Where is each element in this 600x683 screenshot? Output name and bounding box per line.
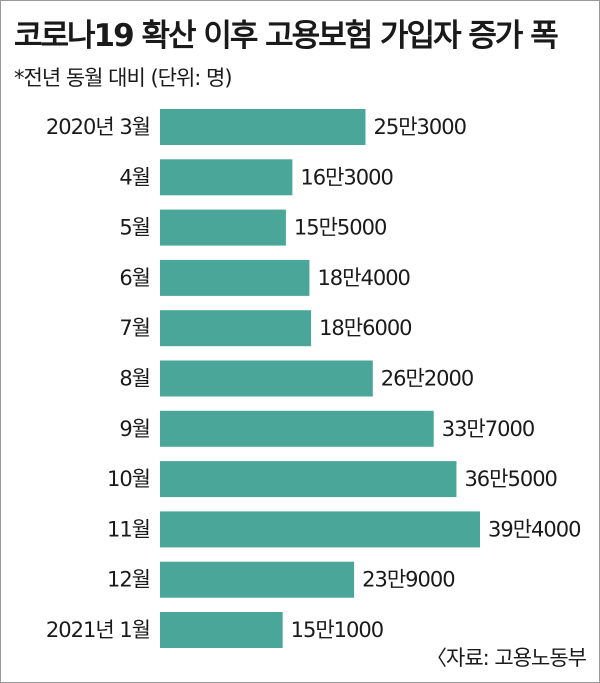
category-label: 7월 bbox=[119, 316, 150, 340]
value-label: 18만6000 bbox=[319, 316, 412, 340]
bar bbox=[160, 209, 286, 246]
bar bbox=[160, 511, 480, 548]
value-label: 36만5000 bbox=[464, 467, 556, 491]
bar bbox=[160, 461, 457, 498]
value-label: 15만5000 bbox=[294, 216, 387, 240]
category-label: 10월 bbox=[107, 467, 150, 491]
bar bbox=[160, 310, 312, 347]
category-label: 12월 bbox=[107, 568, 150, 592]
value-label: 25만3000 bbox=[373, 115, 466, 139]
chart-subtitle: *전년 동월 대비 (단위: 명) bbox=[14, 66, 233, 90]
category-label: 6월 bbox=[119, 266, 150, 290]
category-label: 11월 bbox=[107, 517, 150, 541]
category-label: 2020년 3월 bbox=[46, 115, 150, 139]
bar bbox=[160, 109, 366, 145]
value-label: 26만2000 bbox=[381, 367, 474, 391]
bar bbox=[160, 410, 434, 447]
value-label: 18만4000 bbox=[317, 266, 410, 290]
source-note: 〈자료: 고용노동부 bbox=[426, 646, 587, 670]
bar bbox=[160, 159, 293, 196]
category-label: 8월 bbox=[119, 367, 150, 391]
value-label: 33만7000 bbox=[442, 417, 534, 441]
bar bbox=[160, 259, 310, 296]
category-label: 4월 bbox=[119, 165, 150, 189]
value-label: 16만3000 bbox=[300, 165, 393, 189]
value-label: 15만1000 bbox=[291, 618, 384, 642]
value-label: 23만9000 bbox=[362, 568, 455, 592]
category-label: 2021년 1월 bbox=[46, 618, 150, 642]
category-label: 5월 bbox=[119, 216, 150, 240]
category-label: 9월 bbox=[119, 417, 150, 441]
bar bbox=[160, 561, 355, 598]
value-label: 39만4000 bbox=[488, 517, 581, 541]
bar bbox=[160, 360, 373, 397]
chart-title: 코로나19 확산 이후 고용보험 가입자 증가 폭 bbox=[14, 18, 559, 54]
bar bbox=[160, 612, 283, 648]
